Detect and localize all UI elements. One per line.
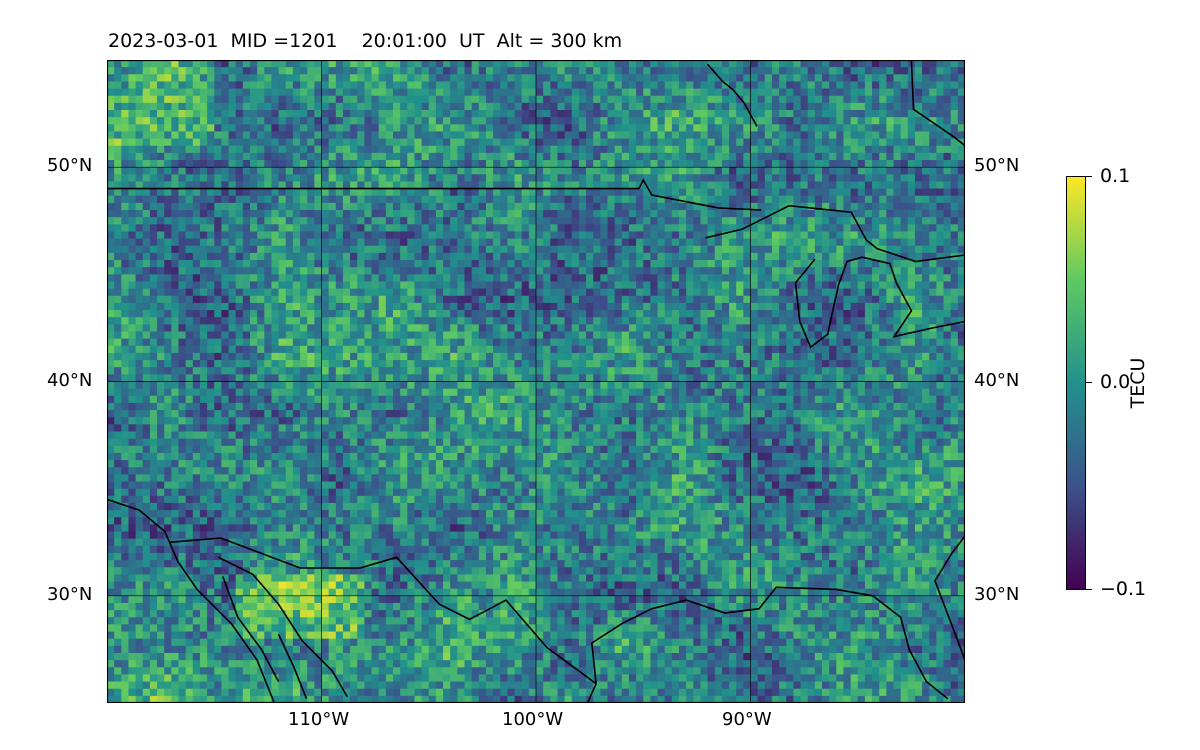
us-canada-border [107, 178, 762, 211]
y-tick-left-40n: 40°N [47, 370, 93, 391]
colorbar-title: TECU [1127, 357, 1149, 409]
colorbar-tick-min [1086, 589, 1092, 590]
colorbar-label-zero: 0.0 [1100, 371, 1131, 393]
gulf-of-california-west [222, 576, 280, 682]
map-title: 2023-03-01 MID =1201 20:01:00 UT Alt = 3… [108, 30, 623, 52]
mexico-gulf-coast [586, 683, 597, 703]
colorbar-tick-max [1086, 176, 1092, 177]
x-tick-100w: 100°W [502, 709, 564, 730]
colorbar-tick-zero [1086, 382, 1092, 383]
map-svg [107, 60, 965, 703]
gulf-coast [590, 586, 949, 700]
tec-map [107, 60, 965, 703]
michigan-lower [861, 256, 965, 338]
lake-michigan [794, 256, 863, 349]
colorbar [1066, 176, 1086, 590]
florida-east [934, 535, 965, 661]
tec-field [107, 60, 965, 703]
coastlines-and-borders [107, 60, 965, 703]
baja-west [107, 498, 276, 703]
hudson-bay-east [910, 60, 965, 147]
y-tick-left-50n: 50°N [47, 155, 93, 176]
map-border [107, 60, 965, 703]
y-tick-right-40n: 40°N [974, 370, 1020, 391]
x-tick-110w: 110°W [288, 709, 350, 730]
gulf-of-california-east [218, 556, 348, 698]
y-tick-right-30n: 30°N [974, 584, 1020, 605]
graticule [107, 60, 965, 703]
mexico-interior [277, 634, 308, 699]
us-mexico-border [169, 537, 597, 685]
y-tick-left-30n: 30°N [47, 584, 93, 605]
great-lakes [705, 204, 965, 263]
colorbar-label-max: 0.1 [1100, 165, 1131, 187]
colorbar-ticks [1086, 176, 1096, 590]
colorbar-label-min: −0.1 [1100, 578, 1147, 600]
y-tick-right-50n: 50°N [974, 155, 1020, 176]
lake-superior-west [706, 63, 758, 127]
x-tick-90w: 90°W [722, 709, 772, 730]
